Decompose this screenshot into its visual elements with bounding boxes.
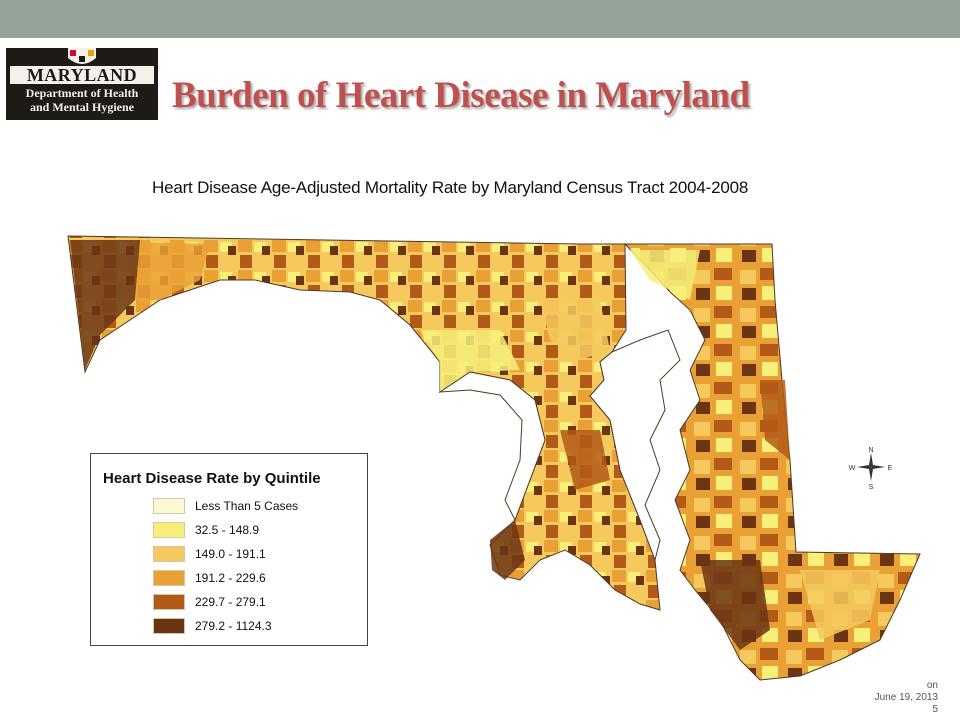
legend-label: 279.2 - 1124.3 — [195, 619, 272, 633]
top-banner — [0, 0, 960, 38]
legend-swatch — [153, 570, 185, 586]
maryland-crest-icon — [68, 48, 96, 64]
legend-swatch — [153, 522, 185, 538]
footer-date: June 19, 2013 — [874, 692, 938, 703]
legend-label: 32.5 - 148.9 — [195, 523, 260, 537]
map-legend: Heart Disease Rate by Quintile Less Than… — [90, 453, 368, 646]
legend-swatch — [153, 498, 185, 514]
slide-title: Burden of Heart Disease in Maryland — [172, 75, 750, 116]
legend-label: 229.7 - 279.1 — [195, 595, 266, 609]
legend-label: Less Than 5 Cases — [195, 499, 299, 513]
footer-line-1: on — [926, 680, 938, 691]
compass-w: W — [849, 465, 856, 472]
chesapeake-bay — [589, 329, 681, 562]
legend-label: 149.0 - 191.1 — [195, 547, 266, 561]
logo-line-1: Department of Health — [25, 86, 139, 100]
logo-maryland-text: MARYLAND — [10, 66, 154, 84]
potomac-river — [438, 371, 546, 522]
compass-e: E — [888, 465, 893, 472]
map-tract-shading — [70, 240, 880, 650]
compass-n: N — [868, 447, 873, 454]
legend-swatch — [153, 618, 185, 634]
maryland-dhmh-logo: MARYLAND Department of Health and Mental… — [6, 48, 158, 120]
slide-footer: on June 19, 2013 5 — [875, 680, 938, 716]
logo-line-2: and Mental Hygiene — [30, 100, 134, 114]
slide-number: 5 — [932, 704, 938, 715]
legend-label: 191.2 - 229.6 — [195, 571, 266, 585]
legend-swatch — [153, 546, 185, 562]
compass-rose-icon: N S W E — [849, 447, 893, 490]
compass-s: S — [869, 484, 874, 490]
legend-swatch — [153, 594, 185, 610]
legend-title: Heart Disease Rate by Quintile — [103, 470, 321, 487]
map-title: Heart Disease Age-Adjusted Mortality Rat… — [152, 178, 749, 197]
